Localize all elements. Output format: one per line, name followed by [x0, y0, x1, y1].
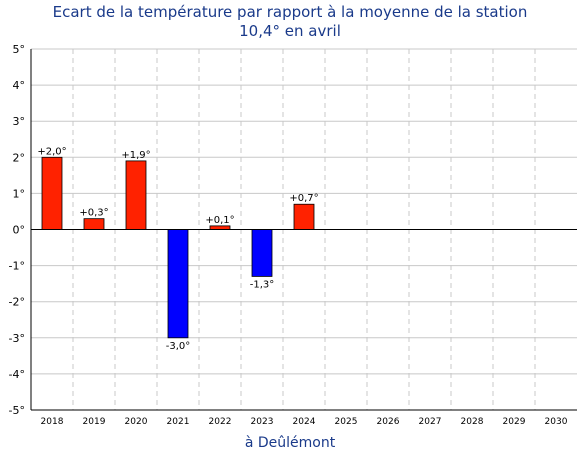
- x-tick-label: 2025: [335, 417, 358, 427]
- bar-2020: [125, 160, 147, 230]
- bar-2018: [41, 156, 63, 230]
- data-label-2024: +0,7°: [289, 193, 318, 204]
- y-tick-label: -2°: [9, 296, 25, 309]
- data-label-2023: -1,3°: [250, 279, 275, 290]
- x-tick-label: 2030: [545, 417, 568, 427]
- bar-2021: [167, 229, 189, 339]
- x-tick-label: 2018: [41, 417, 64, 427]
- chart-title: Ecart de la température par rapport à la…: [52, 3, 528, 21]
- y-tick-label: -1°: [9, 260, 25, 273]
- y-tick-label: 2°: [13, 151, 26, 164]
- x-tick-label: 2019: [83, 417, 106, 427]
- y-tick-label: -3°: [9, 332, 25, 345]
- data-label-2021: -3,0°: [166, 341, 191, 352]
- x-tick-label: 2021: [167, 417, 190, 427]
- x-tick-label: 2022: [209, 417, 232, 427]
- y-tick-label: 5°: [13, 43, 26, 56]
- data-label-2020: +1,9°: [121, 150, 150, 161]
- x-tick-label: 2020: [125, 417, 148, 427]
- bar-2024: [293, 203, 315, 230]
- x-axis-label: à Deûlémont: [244, 435, 336, 451]
- x-tick-label: 2023: [251, 417, 274, 427]
- bar-2022: [209, 225, 231, 230]
- data-label-2022: +0,1°: [205, 215, 234, 226]
- y-tick-label: -5°: [9, 404, 25, 417]
- x-tick-label: 2024: [293, 417, 316, 427]
- data-label-2018: +2,0°: [37, 146, 66, 157]
- y-tick-label: 1°: [13, 187, 26, 200]
- chart-subtitle: 10,4° en avril: [239, 22, 341, 40]
- y-tick-label: 0°: [13, 224, 26, 237]
- x-tick-label: 2027: [419, 417, 442, 427]
- x-tick-label: 2028: [461, 417, 484, 427]
- x-tick-label: 2026: [377, 417, 400, 427]
- bar-2019: [83, 218, 105, 230]
- data-label-2019: +0,3°: [79, 208, 108, 219]
- bar-2023: [251, 229, 273, 277]
- y-tick-label: 3°: [13, 115, 26, 128]
- x-tick-label: 2029: [503, 417, 526, 427]
- y-tick-label: -4°: [9, 368, 25, 381]
- y-tick-label: 4°: [13, 79, 26, 92]
